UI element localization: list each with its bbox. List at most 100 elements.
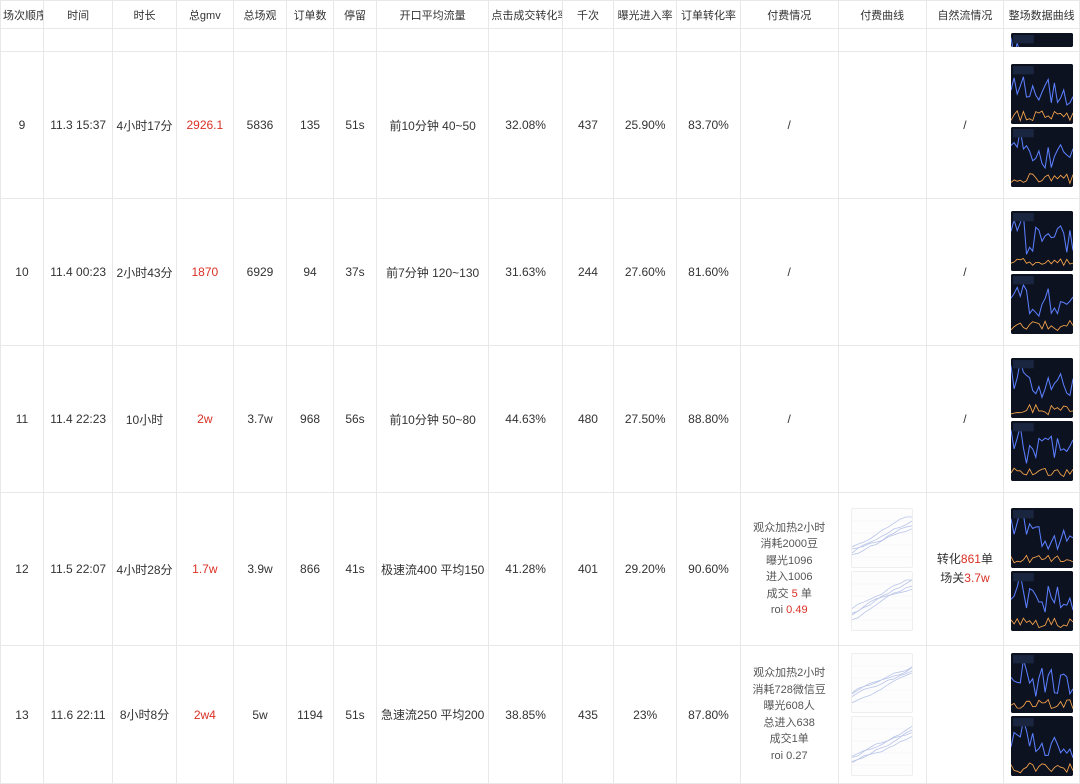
cell-qian: 435 (562, 646, 613, 784)
col-header[interactable]: 付费情况 (740, 1, 838, 29)
cell-view: 6929 (233, 199, 286, 346)
col-header[interactable]: 点击成交转化率 (489, 1, 563, 29)
cell-flow: 前7分钟 120~130 (376, 199, 488, 346)
cell-stay: 37s (334, 199, 377, 346)
cell-pay-chart (838, 346, 926, 493)
col-header[interactable]: 曝光进入率 (614, 1, 677, 29)
col-header[interactable]: 千次 (562, 1, 613, 29)
cell-qian: 480 (562, 346, 613, 493)
cell-view: 3.9w (233, 493, 286, 646)
chart-thumbnail[interactable] (1011, 33, 1073, 47)
chart-thumbnail[interactable] (1011, 274, 1073, 334)
col-header[interactable]: 自然流情况 (926, 1, 1004, 29)
cell-pay-chart (838, 493, 926, 646)
col-header[interactable]: 时间 (43, 1, 112, 29)
cell-gmv: 1870 (176, 199, 233, 346)
cell-seq: 9 (1, 52, 44, 199)
cell-pay-chart (838, 646, 926, 784)
cell-qian: 401 (562, 493, 613, 646)
col-header[interactable]: 总gmv (176, 1, 233, 29)
chart-thumbnail[interactable] (851, 653, 913, 713)
cell-time: 11.3 15:37 (43, 52, 112, 199)
cell-pay-chart (838, 52, 926, 199)
chart-thumbnail[interactable] (1011, 571, 1073, 631)
cell-orders: 135 (287, 52, 334, 199)
chart-thumbnail[interactable] (1011, 421, 1073, 481)
cell-orders: 1194 (287, 646, 334, 784)
cell-ordc: 81.60% (677, 199, 740, 346)
cell-pay: 观众加热2小时消耗728微信豆曝光608人总进入638成交1单roi 0.27 (740, 646, 838, 784)
cell-orders: 94 (287, 199, 334, 346)
table-row: 1211.5 22:074小时28分1.7w3.9w86641s极速流400 平… (1, 493, 1080, 646)
cell-expo: 27.50% (614, 346, 677, 493)
chart-thumbnail[interactable] (1011, 653, 1073, 713)
cell-click: 41.28% (489, 493, 563, 646)
cell-pay-chart (838, 199, 926, 346)
cell-stay: 51s (334, 52, 377, 199)
cell-dur: 4小时28分 (113, 493, 176, 646)
cell-orders: 866 (287, 493, 334, 646)
col-header[interactable]: 总场观 (233, 1, 286, 29)
cell-expo: 29.20% (614, 493, 677, 646)
cell-dur: 8小时8分 (113, 646, 176, 784)
cell-natural (926, 646, 1004, 784)
cell-stay: 56s (334, 346, 377, 493)
cell-charts (1004, 199, 1080, 346)
cell-seq: 13 (1, 646, 44, 784)
cell-charts (1004, 646, 1080, 784)
col-header[interactable]: 付费曲线 (838, 1, 926, 29)
cell-charts (1004, 346, 1080, 493)
cell-qian: 244 (562, 199, 613, 346)
table-row: 911.3 15:374小时17分2926.1583613551s前10分钟 4… (1, 52, 1080, 199)
cell-flow: 前10分钟 40~50 (376, 52, 488, 199)
col-header[interactable]: 停留 (334, 1, 377, 29)
cell-time: 11.4 00:23 (43, 199, 112, 346)
col-header[interactable]: 整场数据曲线 (1004, 1, 1080, 29)
cell-charts (1004, 52, 1080, 199)
cell-view: 5836 (233, 52, 286, 199)
chart-thumbnail[interactable] (1011, 211, 1073, 271)
table-row: 1311.6 22:118小时8分2w45w119451s急速流250 平均20… (1, 646, 1080, 784)
chart-thumbnail[interactable] (1011, 64, 1073, 124)
cell-flow: 急速流250 平均200 (376, 646, 488, 784)
table-row (1, 29, 1080, 52)
cell-ordc: 88.80% (677, 346, 740, 493)
cell-gmv: 1.7w (176, 493, 233, 646)
cell-expo: 25.90% (614, 52, 677, 199)
sessions-table: 场次顺序时间时长总gmv总场观订单数停留开口平均流量点击成交转化率千次曝光进入率… (0, 0, 1080, 784)
chart-thumbnail[interactable] (851, 571, 913, 631)
cell-orders: 968 (287, 346, 334, 493)
chart-thumbnail[interactable] (851, 716, 913, 776)
cell-qian: 437 (562, 52, 613, 199)
col-header[interactable]: 时长 (113, 1, 176, 29)
chart-thumbnail[interactable] (1011, 127, 1073, 187)
cell-click: 32.08% (489, 52, 563, 199)
chart-thumbnail[interactable] (1011, 358, 1073, 418)
cell-seq: 11 (1, 346, 44, 493)
cell-click: 38.85% (489, 646, 563, 784)
col-header[interactable]: 订单转化率 (677, 1, 740, 29)
chart-thumbnail[interactable] (1011, 716, 1073, 776)
cell-charts (1004, 493, 1080, 646)
cell-pay: / (740, 52, 838, 199)
cell-time: 11.6 22:11 (43, 646, 112, 784)
cell-ordc: 90.60% (677, 493, 740, 646)
table-header-row: 场次顺序时间时长总gmv总场观订单数停留开口平均流量点击成交转化率千次曝光进入率… (1, 1, 1080, 29)
cell-natural: 转化861单场关3.7w (926, 493, 1004, 646)
cell-pay: / (740, 346, 838, 493)
cell-flow: 极速流400 平均150 (376, 493, 488, 646)
cell-dur: 2小时43分 (113, 199, 176, 346)
col-header[interactable]: 开口平均流量 (376, 1, 488, 29)
chart-thumbnail[interactable] (1011, 508, 1073, 568)
cell-pay: / (740, 199, 838, 346)
cell-time: 11.5 22:07 (43, 493, 112, 646)
cell-seq: 10 (1, 199, 44, 346)
cell-click: 31.63% (489, 199, 563, 346)
chart-thumbnail[interactable] (851, 508, 913, 568)
cell-flow: 前10分钟 50~80 (376, 346, 488, 493)
col-header[interactable]: 场次顺序 (1, 1, 44, 29)
cell-view: 3.7w (233, 346, 286, 493)
col-header[interactable]: 订单数 (287, 1, 334, 29)
cell-natural: / (926, 199, 1004, 346)
cell-expo: 23% (614, 646, 677, 784)
